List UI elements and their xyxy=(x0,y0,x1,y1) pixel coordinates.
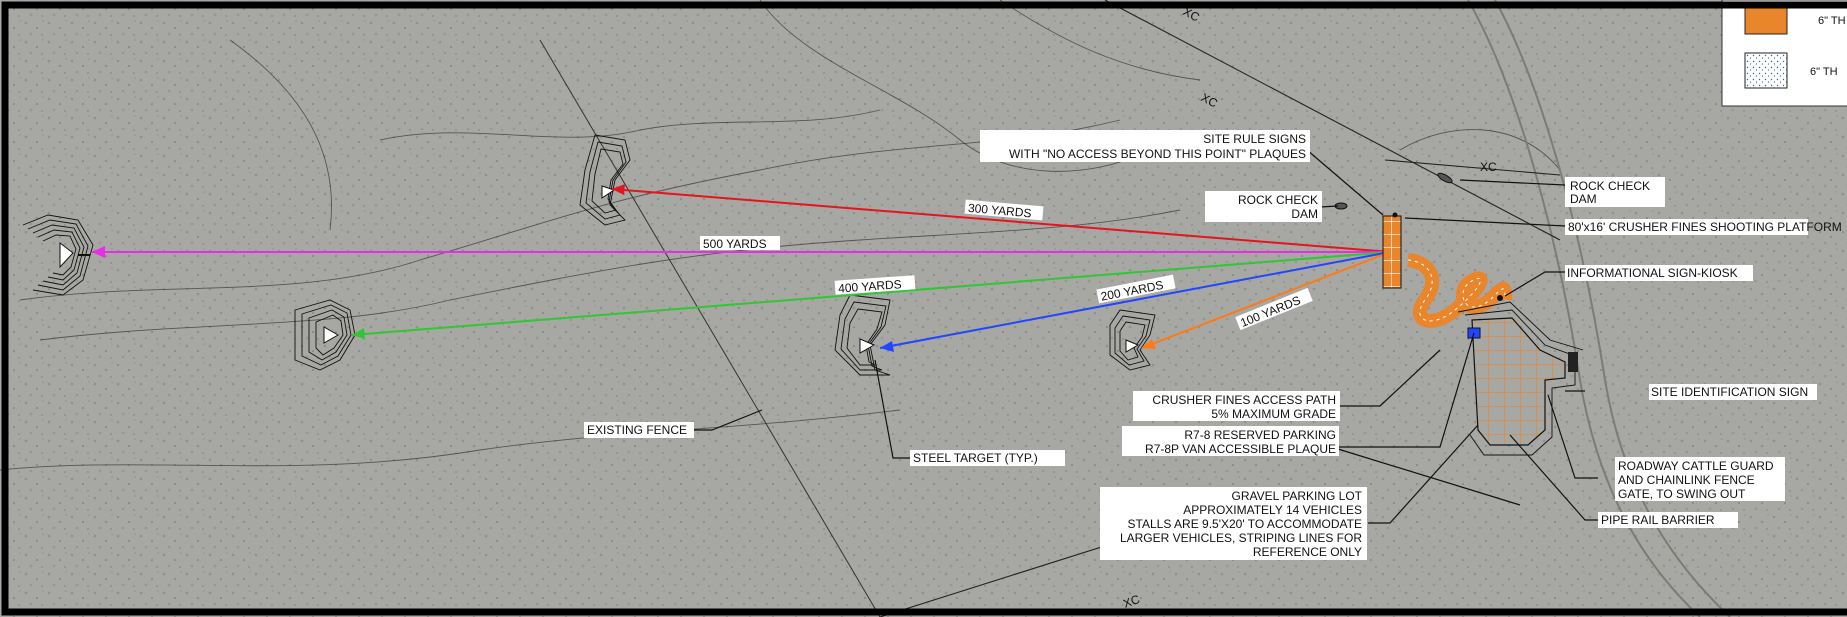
site-id-sign xyxy=(1568,352,1578,372)
rock-check-dam-right xyxy=(1437,172,1453,184)
legend-item-2: 6" TH xyxy=(1810,66,1838,78)
access-path-label-2: 5% MAXIMUM GRADE xyxy=(1211,407,1336,421)
info-kiosk-label: INFORMATIONAL SIGN-KIOSK xyxy=(1567,266,1738,280)
access-path xyxy=(1406,253,1512,328)
distance-lines xyxy=(92,184,1391,352)
facility-footprint xyxy=(1334,172,1584,456)
cattle-guard-label-1: ROADWAY CATTLE GUARD xyxy=(1618,459,1774,473)
target-100 xyxy=(1109,309,1156,371)
rock-check-dam-right-label-1: ROCK CHECK xyxy=(1570,179,1650,193)
target-400 xyxy=(294,299,356,371)
label-500-yards: 500 YARDS xyxy=(703,237,767,251)
target-500 xyxy=(22,214,94,296)
site-rule-signs-label-1: SITE RULE SIGNS xyxy=(1203,132,1306,146)
rock-check-dam-right-label-2: DAM xyxy=(1570,192,1597,206)
legend-swatch-gravel xyxy=(1744,52,1788,89)
gravel-lot-label-4: LARGER VEHICLES, STRIPING LINES FOR xyxy=(1120,531,1362,545)
cattle-guard-label-3: GATE, TO SWING OUT xyxy=(1618,487,1746,501)
topographic-lines xyxy=(0,0,1561,471)
reserved-parking-label-1: R7-8 RESERVED PARKING xyxy=(1184,428,1336,442)
steel-target-label: STEEL TARGET (TYP.) xyxy=(913,451,1038,465)
existing-fence-label: EXISTING FENCE xyxy=(587,423,687,437)
cattle-guard-label-2: AND CHAINLINK FENCE xyxy=(1618,473,1755,487)
shooting-platform xyxy=(1382,215,1402,289)
arrowhead-100 xyxy=(1142,339,1156,349)
pipe-rail-label: PIPE RAIL BARRIER xyxy=(1601,513,1715,527)
reserved-parking-label-2: R7-8P VAN ACCESSIBLE PLAQUE xyxy=(1145,442,1336,456)
site-rule-signs-label-2: WITH "NO ACCESS BEYOND THIS POINT" PLAQU… xyxy=(1009,147,1306,161)
access-path-label-1: CRUSHER FINES ACCESS PATH xyxy=(1152,393,1336,407)
rock-check-dam-left-label-1: ROCK CHECK xyxy=(1238,193,1318,207)
legend-swatch-crusher-fines xyxy=(1744,6,1788,35)
label-300-yards: 300 YARDS xyxy=(967,201,1032,220)
parking-lot xyxy=(1471,317,1566,446)
fence-marker: XC xyxy=(1121,592,1142,611)
legend-item-1: 6" TH xyxy=(1818,15,1846,27)
label-400-yards: 400 YARDS xyxy=(838,277,902,295)
gravel-lot-label-2: APPROXIMATELY 14 VEHICLES xyxy=(1183,503,1362,517)
line-400-yards xyxy=(351,251,1391,336)
rock-check-dam-left-label-2: DAM xyxy=(1291,207,1318,221)
gravel-lot-label-3: STALLS ARE 9.5'X20' TO ACCOMMODATE xyxy=(1128,517,1362,531)
callouts: SITE RULE SIGNS WITH "NO ACCESS BEYOND T… xyxy=(584,130,1842,560)
line-100-yards xyxy=(1141,251,1391,349)
site-id-sign-label: SITE IDENTIFICATION SIGN xyxy=(1651,385,1808,399)
arrowhead-300 xyxy=(612,184,625,195)
fence-marker: XC xyxy=(1480,160,1497,174)
target-300 xyxy=(579,134,631,226)
arrowhead-200 xyxy=(880,341,894,352)
legend: 6" TH 6" TH xyxy=(1721,0,1847,107)
leader-lines xyxy=(692,149,1598,524)
arrowhead-400 xyxy=(352,328,365,339)
arrowhead-500 xyxy=(92,246,105,258)
line-200-yards xyxy=(879,251,1391,349)
line-300-yards xyxy=(611,188,1391,253)
gravel-lot-label-1: GRAVEL PARKING LOT xyxy=(1232,489,1363,503)
gravel-lot-label-5: REFERENCE ONLY xyxy=(1253,545,1362,559)
shooting-platform-label: 80'x16' CRUSHER FINES SHOOTING PLATFORM xyxy=(1568,220,1842,234)
